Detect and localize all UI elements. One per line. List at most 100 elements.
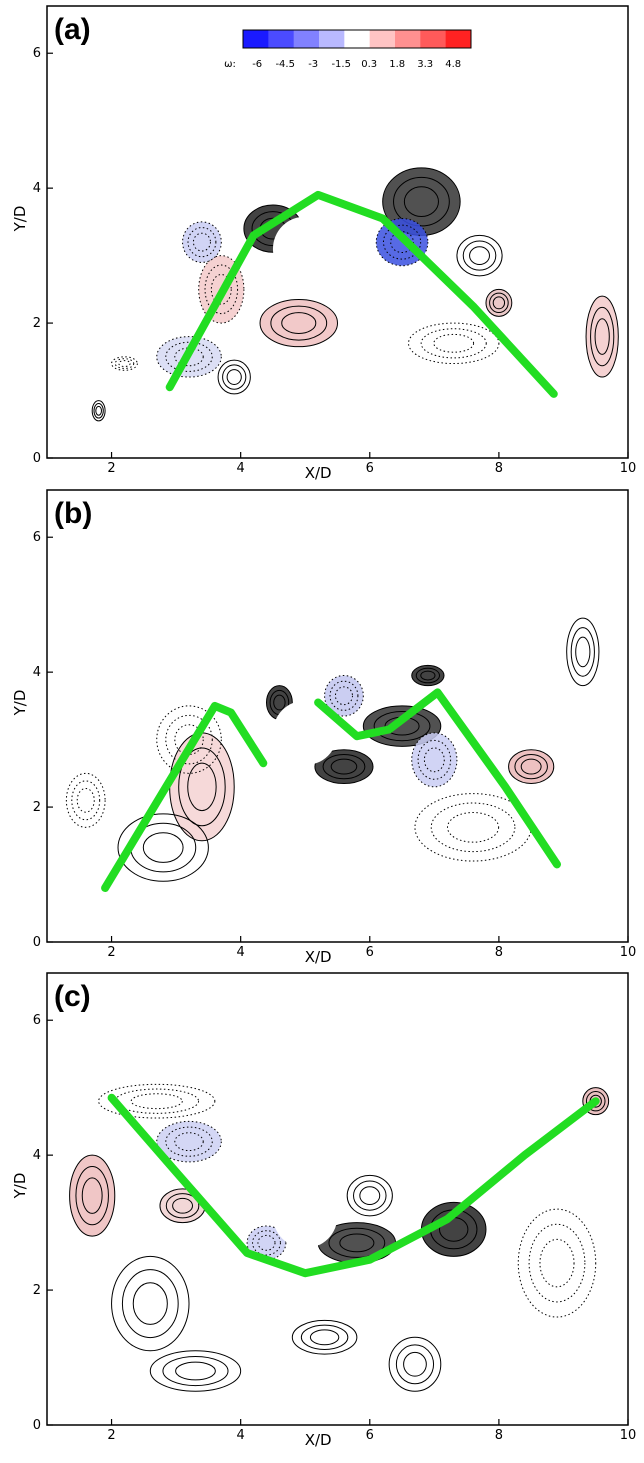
colorbar-symbol: ω: bbox=[224, 59, 236, 70]
contour-7-2 bbox=[334, 686, 353, 706]
y-tick-label: 4 bbox=[33, 1148, 41, 1163]
contour-6-1 bbox=[417, 739, 452, 780]
contour-11-1 bbox=[222, 364, 247, 390]
x-tick-label: 2 bbox=[107, 461, 115, 476]
contour-12-0 bbox=[91, 400, 106, 422]
x-tick-label: 6 bbox=[366, 1428, 374, 1443]
y-tick-label: 4 bbox=[33, 181, 41, 196]
contour-13-0 bbox=[388, 1336, 442, 1392]
chart-panel-b: 2 4 6 8 10 0 2 4 6 X/D Y/D (b) bbox=[11, 489, 637, 966]
colorbar-swatch bbox=[268, 30, 295, 48]
contour-9-2 bbox=[447, 811, 500, 843]
contour-12-1 bbox=[71, 780, 101, 821]
contour-10-1 bbox=[121, 1269, 179, 1339]
cylinder bbox=[272, 700, 338, 766]
y-tick-label: 0 bbox=[33, 935, 41, 950]
contour-10-1 bbox=[165, 341, 213, 372]
contour-13-0 bbox=[111, 356, 138, 371]
contour-2-2 bbox=[174, 724, 204, 755]
contour-9-2 bbox=[539, 1238, 575, 1288]
contour-0-1 bbox=[204, 264, 239, 315]
contour-12-0 bbox=[65, 772, 106, 828]
y-tick-label: 0 bbox=[33, 451, 41, 466]
contour-1-2 bbox=[172, 1197, 194, 1214]
colorbar-label: 3.3 bbox=[417, 59, 433, 70]
x-tick-label: 10 bbox=[620, 461, 637, 476]
contour-8-1 bbox=[420, 328, 487, 359]
contour-10-2 bbox=[575, 636, 591, 668]
x-tick-label: 2 bbox=[107, 1428, 115, 1443]
contour-3-2 bbox=[130, 1093, 183, 1110]
contour-12-1 bbox=[93, 402, 104, 419]
contour-6-1 bbox=[252, 1230, 281, 1256]
colorbar-swatch bbox=[369, 30, 396, 48]
axes-frame bbox=[46, 972, 629, 1426]
contour-1-1 bbox=[165, 1193, 200, 1219]
y-tick-label: 2 bbox=[33, 1283, 41, 1298]
x-tick-label: 8 bbox=[495, 461, 503, 476]
y-axis-title: Y/D bbox=[11, 206, 29, 233]
contour-9-2 bbox=[594, 318, 610, 355]
contour-3-1 bbox=[322, 753, 366, 780]
y-tick-label: 0 bbox=[33, 1418, 41, 1433]
chart-panel-a: 2 4 6 8 10 0 2 4 6 X/D Y/D (a) ω: -6 -4.5 -3 -1.5 0.3 1.8 3… bbox=[11, 5, 637, 482]
contour-1-2 bbox=[281, 312, 317, 334]
contour-6-2 bbox=[423, 747, 445, 773]
contour-13-1 bbox=[114, 358, 135, 369]
contour-1-1 bbox=[270, 305, 328, 341]
colorbar-label: -1.5 bbox=[331, 59, 351, 70]
contour-4-2 bbox=[192, 232, 211, 252]
y-tick-label: 6 bbox=[33, 46, 41, 61]
colorbar-swatch bbox=[395, 30, 421, 48]
contour-1-2 bbox=[142, 832, 184, 863]
contour-2-2 bbox=[403, 186, 439, 217]
x-tick-label: 10 bbox=[620, 945, 637, 960]
x-tick-label: 8 bbox=[495, 945, 503, 960]
x-tick-label: 6 bbox=[366, 461, 374, 476]
x-tick-label: 2 bbox=[107, 945, 115, 960]
y-axis-title: Y/D bbox=[11, 690, 29, 717]
contour-10-1 bbox=[570, 627, 595, 677]
contour-7-0 bbox=[346, 1174, 393, 1217]
x-tick-label: 4 bbox=[237, 945, 245, 960]
colorbar-swatch bbox=[293, 30, 320, 48]
x-tick-label: 6 bbox=[366, 945, 374, 960]
contour-0-0 bbox=[169, 732, 235, 842]
contour-7-1 bbox=[329, 680, 359, 711]
contour-8-1 bbox=[585, 1090, 606, 1112]
contour-6-2 bbox=[469, 246, 490, 266]
contour-3-1 bbox=[114, 1088, 200, 1114]
colorbar-swatch bbox=[445, 30, 472, 48]
x-tick-label: 10 bbox=[620, 1428, 637, 1443]
contour-3-1 bbox=[382, 224, 422, 260]
panel-label: (b) bbox=[54, 497, 92, 530]
contour-6-2 bbox=[257, 1234, 276, 1251]
contour-4-2 bbox=[339, 1233, 375, 1253]
y-tick-label: 2 bbox=[33, 316, 41, 331]
contour-3-0 bbox=[98, 1083, 216, 1119]
contour-10-2 bbox=[174, 347, 204, 367]
y-tick-label: 6 bbox=[33, 1013, 41, 1028]
contour-9-1 bbox=[430, 802, 516, 853]
contour-8-0 bbox=[408, 322, 500, 365]
contour-6-0 bbox=[456, 234, 503, 277]
contour-11-2 bbox=[175, 1361, 216, 1381]
colorbar-label: 1.8 bbox=[389, 59, 405, 70]
axes-frame bbox=[46, 5, 629, 459]
contour-2-1 bbox=[165, 1126, 213, 1157]
contour-11-0 bbox=[217, 359, 251, 395]
colorbar: ω: -6 -4.5 -3 -1.5 0.3 1.8 3.3 4.8 bbox=[224, 29, 472, 70]
cylinder bbox=[272, 1183, 338, 1249]
contour-8-2 bbox=[520, 758, 542, 775]
contour-7-2 bbox=[492, 296, 506, 310]
y-tick-label: 6 bbox=[33, 530, 41, 545]
colorbar-label: -3 bbox=[308, 59, 318, 70]
colorbar-swatch bbox=[344, 30, 371, 48]
wake-line-0 bbox=[101, 701, 268, 892]
contour-8-1 bbox=[514, 753, 548, 780]
cylinder bbox=[272, 216, 338, 282]
contour-13-2 bbox=[118, 360, 131, 368]
contour-10-0 bbox=[111, 1255, 190, 1352]
contour-7-2 bbox=[359, 1186, 381, 1206]
contour-10-0 bbox=[566, 617, 600, 687]
